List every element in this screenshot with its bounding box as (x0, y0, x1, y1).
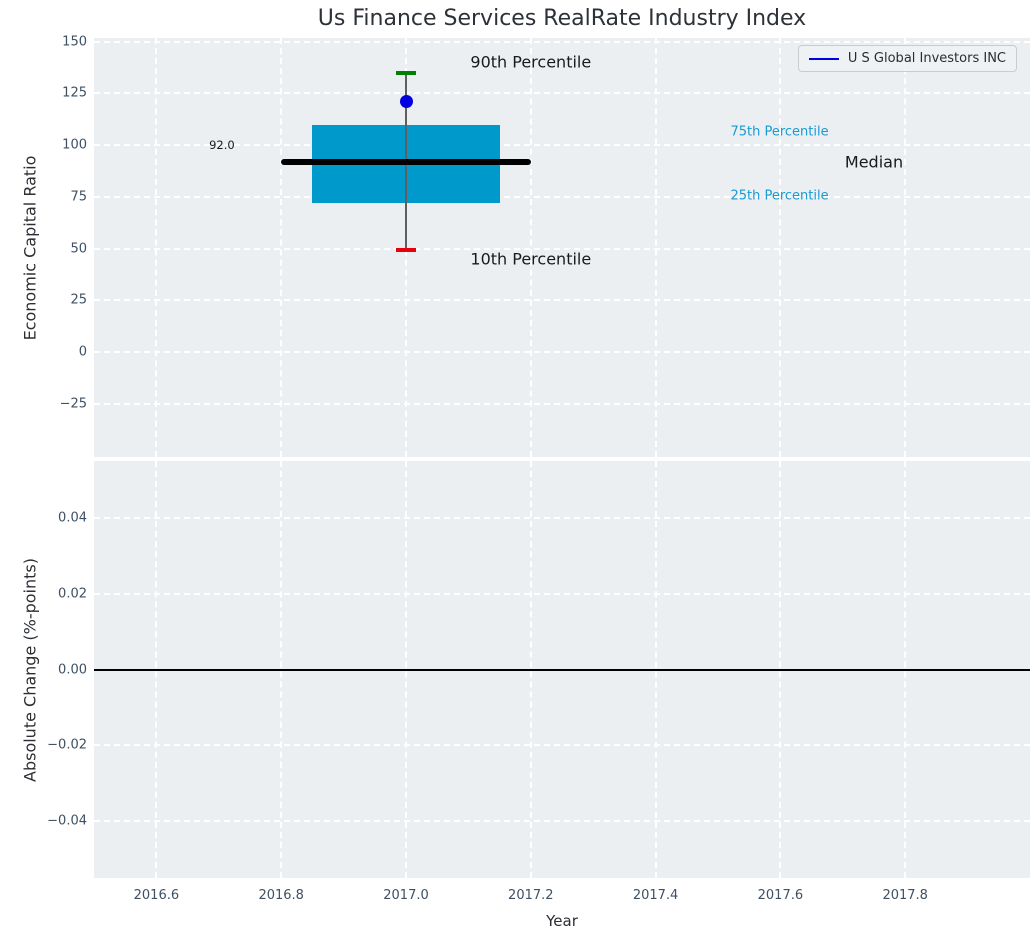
y-tick-label: 125 (62, 85, 87, 101)
annotation-90th-percentile: 90th Percentile (470, 52, 592, 72)
legend-label: U S Global Investors INC (847, 51, 1006, 66)
gridline-horizontal (94, 195, 1030, 198)
p10-cap (396, 247, 416, 252)
zero-reference-line (94, 668, 1030, 671)
y-tick-label: 25 (70, 292, 87, 308)
gridline-horizontal (94, 744, 1030, 747)
gridline-vertical (779, 38, 782, 457)
y-tick-label: 0.00 (58, 662, 87, 677)
x-tick-label: 2017.4 (632, 888, 679, 903)
gridline-horizontal (94, 247, 1030, 250)
y-tick-label: 0.04 (58, 510, 87, 526)
annotation-75th-percentile: 75th Percentile (730, 124, 829, 140)
gridline-horizontal (94, 92, 1030, 95)
y-tick-label: 150 (62, 34, 87, 50)
company-data-point (399, 95, 413, 109)
y-tick-label: 75 (70, 189, 87, 205)
x-axis-label: Year (546, 912, 578, 930)
y-tick-label: 50 (70, 241, 87, 257)
annotation-25th-percentile: 25th Percentile (730, 188, 829, 204)
gridline-vertical (529, 38, 532, 457)
annotation-92-0: 92.0 (209, 138, 235, 153)
gridline-horizontal (94, 40, 1030, 43)
annotation-10th-percentile: 10th Percentile (470, 249, 592, 269)
top-plot-area: U S Global Investors INC 90th Percentile… (94, 38, 1030, 457)
gridline-vertical (155, 38, 158, 457)
x-tick-label: 2017.2 (508, 888, 554, 903)
gridline-vertical (654, 38, 657, 457)
gridline-horizontal (94, 299, 1030, 302)
bottom-plot-area (94, 461, 1030, 878)
gridline-horizontal (94, 820, 1030, 823)
legend: U S Global Investors INC (797, 45, 1017, 72)
gridline-horizontal (94, 144, 1030, 147)
y-tick-label: 100 (62, 137, 87, 153)
median-line (281, 158, 531, 165)
x-tick-label: 2017.6 (757, 888, 804, 903)
gridline-horizontal (94, 592, 1030, 595)
y-tick-label: −0.04 (47, 813, 87, 829)
chart-title: Us Finance Services RealRate Industry In… (317, 6, 807, 31)
gridline-horizontal (94, 351, 1030, 354)
y-tick-label: −25 (59, 396, 87, 412)
x-tick-label: 2016.6 (133, 888, 180, 903)
x-tick-label: 2016.8 (258, 888, 304, 903)
gridline-horizontal (94, 516, 1030, 519)
x-tick-label: 2017.0 (383, 888, 429, 903)
annotation-median: Median (844, 152, 904, 172)
p90-cap (396, 70, 416, 75)
y-tick-label: 0 (78, 344, 87, 360)
gridline-vertical (904, 38, 907, 457)
y-tick-label: −0.02 (47, 737, 87, 753)
gridline-horizontal (94, 403, 1030, 405)
gridline-vertical (280, 38, 283, 457)
y-tick-label: 0.02 (58, 586, 87, 602)
x-tick-label: 2017.8 (882, 888, 928, 903)
legend-line-sample (808, 57, 839, 60)
